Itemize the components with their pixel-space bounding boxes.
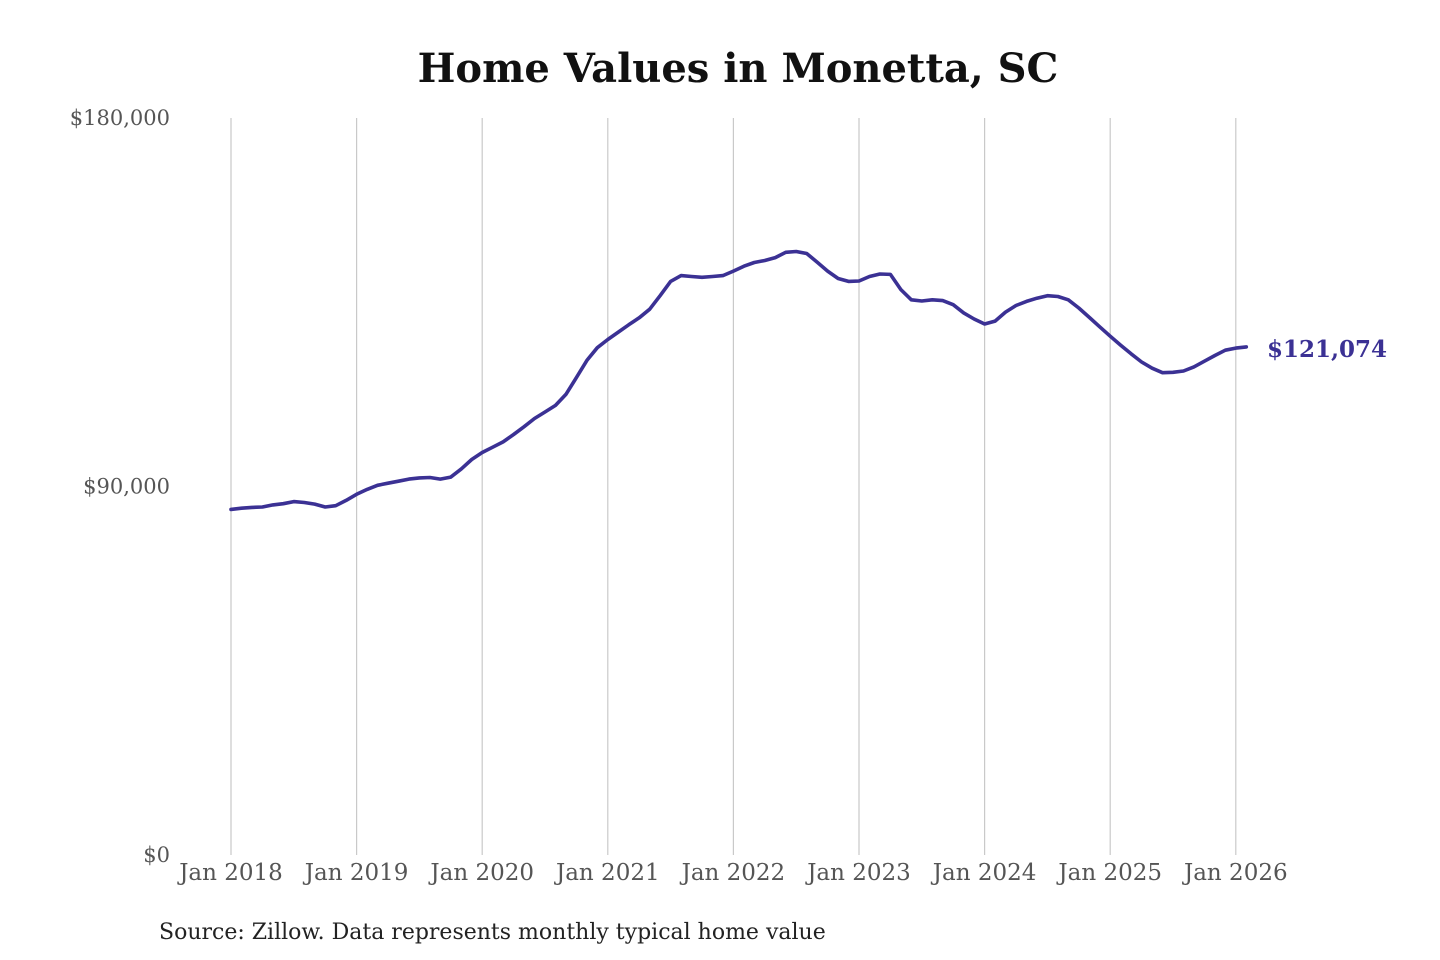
y-tick-label: $180,000 — [70, 106, 170, 130]
x-tick-label: Jan 2026 — [1182, 860, 1288, 886]
vertical-gridlines — [230, 118, 1237, 855]
chart-title: Home Values in Monetta, SC — [418, 45, 1059, 92]
x-tick-label: Jan 2019 — [303, 860, 409, 886]
x-tick-label: Jan 2021 — [554, 860, 660, 886]
y-tick-label: $90,000 — [83, 475, 170, 499]
y-axis-tick-labels: $0 $90,000 $180,000 — [70, 106, 170, 867]
x-tick-label: Jan 2018 — [177, 860, 283, 886]
x-tick-label: Jan 2025 — [1056, 860, 1162, 886]
x-axis-tick-labels: Jan 2018 Jan 2019 Jan 2020 Jan 2021 Jan 2022… — [177, 860, 1287, 886]
source-note: Source: Zillow. Data represents monthly … — [159, 920, 826, 945]
latest-value-label: $121,074 — [1267, 336, 1387, 363]
home-value-line — [229, 249, 1249, 512]
x-tick-label: Jan 2020 — [428, 860, 534, 886]
x-tick-label: Jan 2022 — [680, 860, 786, 886]
y-tick-label: $0 — [143, 843, 170, 867]
x-tick-label: Jan 2023 — [805, 860, 911, 886]
x-tick-label: Jan 2024 — [931, 860, 1037, 886]
